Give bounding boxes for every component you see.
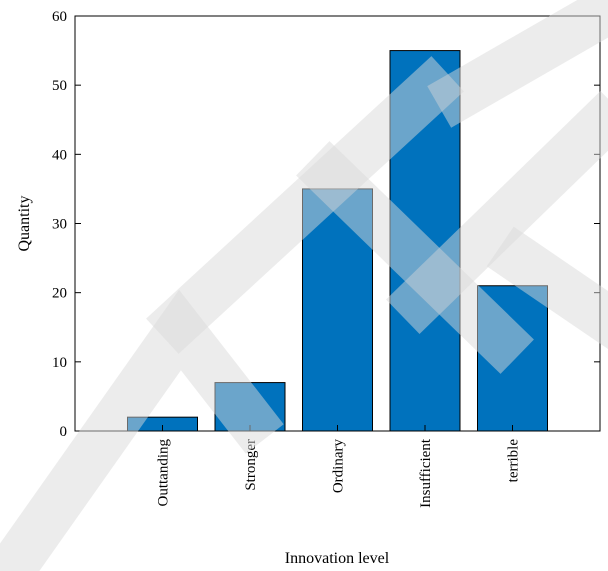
bar-terrible <box>477 285 548 432</box>
y-tick-label: 50 <box>52 78 67 94</box>
y-tick-label: 10 <box>52 355 67 371</box>
x-axis-title: Innovation level <box>285 550 390 567</box>
x-tick-label: Stronger <box>243 439 259 491</box>
x-axis-ticks: Outtanding Stronger Ordinary Insufficient te… <box>156 425 522 508</box>
bar-ordinary <box>302 188 373 432</box>
x-tick-label: Outtanding <box>156 439 172 507</box>
x-tick-label: terrible <box>506 439 522 483</box>
y-tick-label: 20 <box>52 286 67 302</box>
y-tick-label: 60 <box>52 9 67 25</box>
y-tick-label: 0 <box>60 424 68 440</box>
bars-group <box>127 50 548 432</box>
bar-stronger <box>214 382 286 432</box>
x-tick-label: Insufficient <box>418 438 434 508</box>
x-tick-label: Ordinary <box>331 439 347 494</box>
y-axis-ticks: 0 10 20 30 40 50 60 <box>52 9 600 440</box>
y-axis-title: Quantity <box>16 196 33 252</box>
bar-insufficient <box>389 50 461 432</box>
y-tick-label: 40 <box>52 147 67 163</box>
y-tick-label: 30 <box>52 217 67 233</box>
